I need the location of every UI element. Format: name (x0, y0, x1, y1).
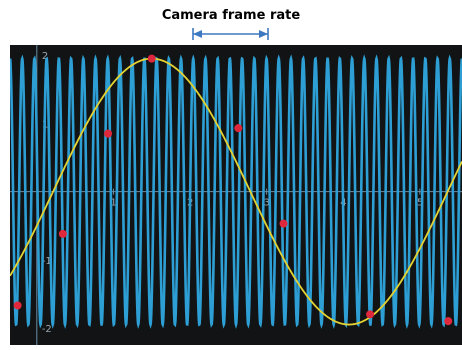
y-tick-label: -2 (42, 324, 52, 335)
y-tick-label: -1 (42, 256, 52, 267)
sample-point (366, 310, 375, 319)
interval-right-arrowhead (259, 30, 268, 38)
plot-area: 1 2 3 4 5 2 1 -1 -2 (8, 45, 462, 345)
x-tick-label: 3 (264, 198, 270, 209)
camera-frame-rate-label: Camera frame rate (161, 8, 301, 23)
sample-point (13, 301, 22, 310)
x-tick-label: 5 (417, 198, 423, 209)
sample-points (13, 54, 453, 326)
plot-svg: 1 2 3 4 521-1-2 (8, 45, 462, 345)
x-tick-label: 1 (110, 198, 116, 209)
sample-point (104, 129, 113, 138)
sample-point (279, 219, 288, 228)
sample-point (444, 317, 453, 326)
frame-interval-arrow (192, 28, 269, 40)
sample-point (58, 229, 67, 238)
interval-left-arrowhead (193, 30, 202, 38)
sample-point (147, 54, 156, 63)
sample-point (234, 124, 243, 133)
aliased-sine-wave (9, 57, 462, 326)
y-tick-label: 2 (42, 51, 48, 62)
